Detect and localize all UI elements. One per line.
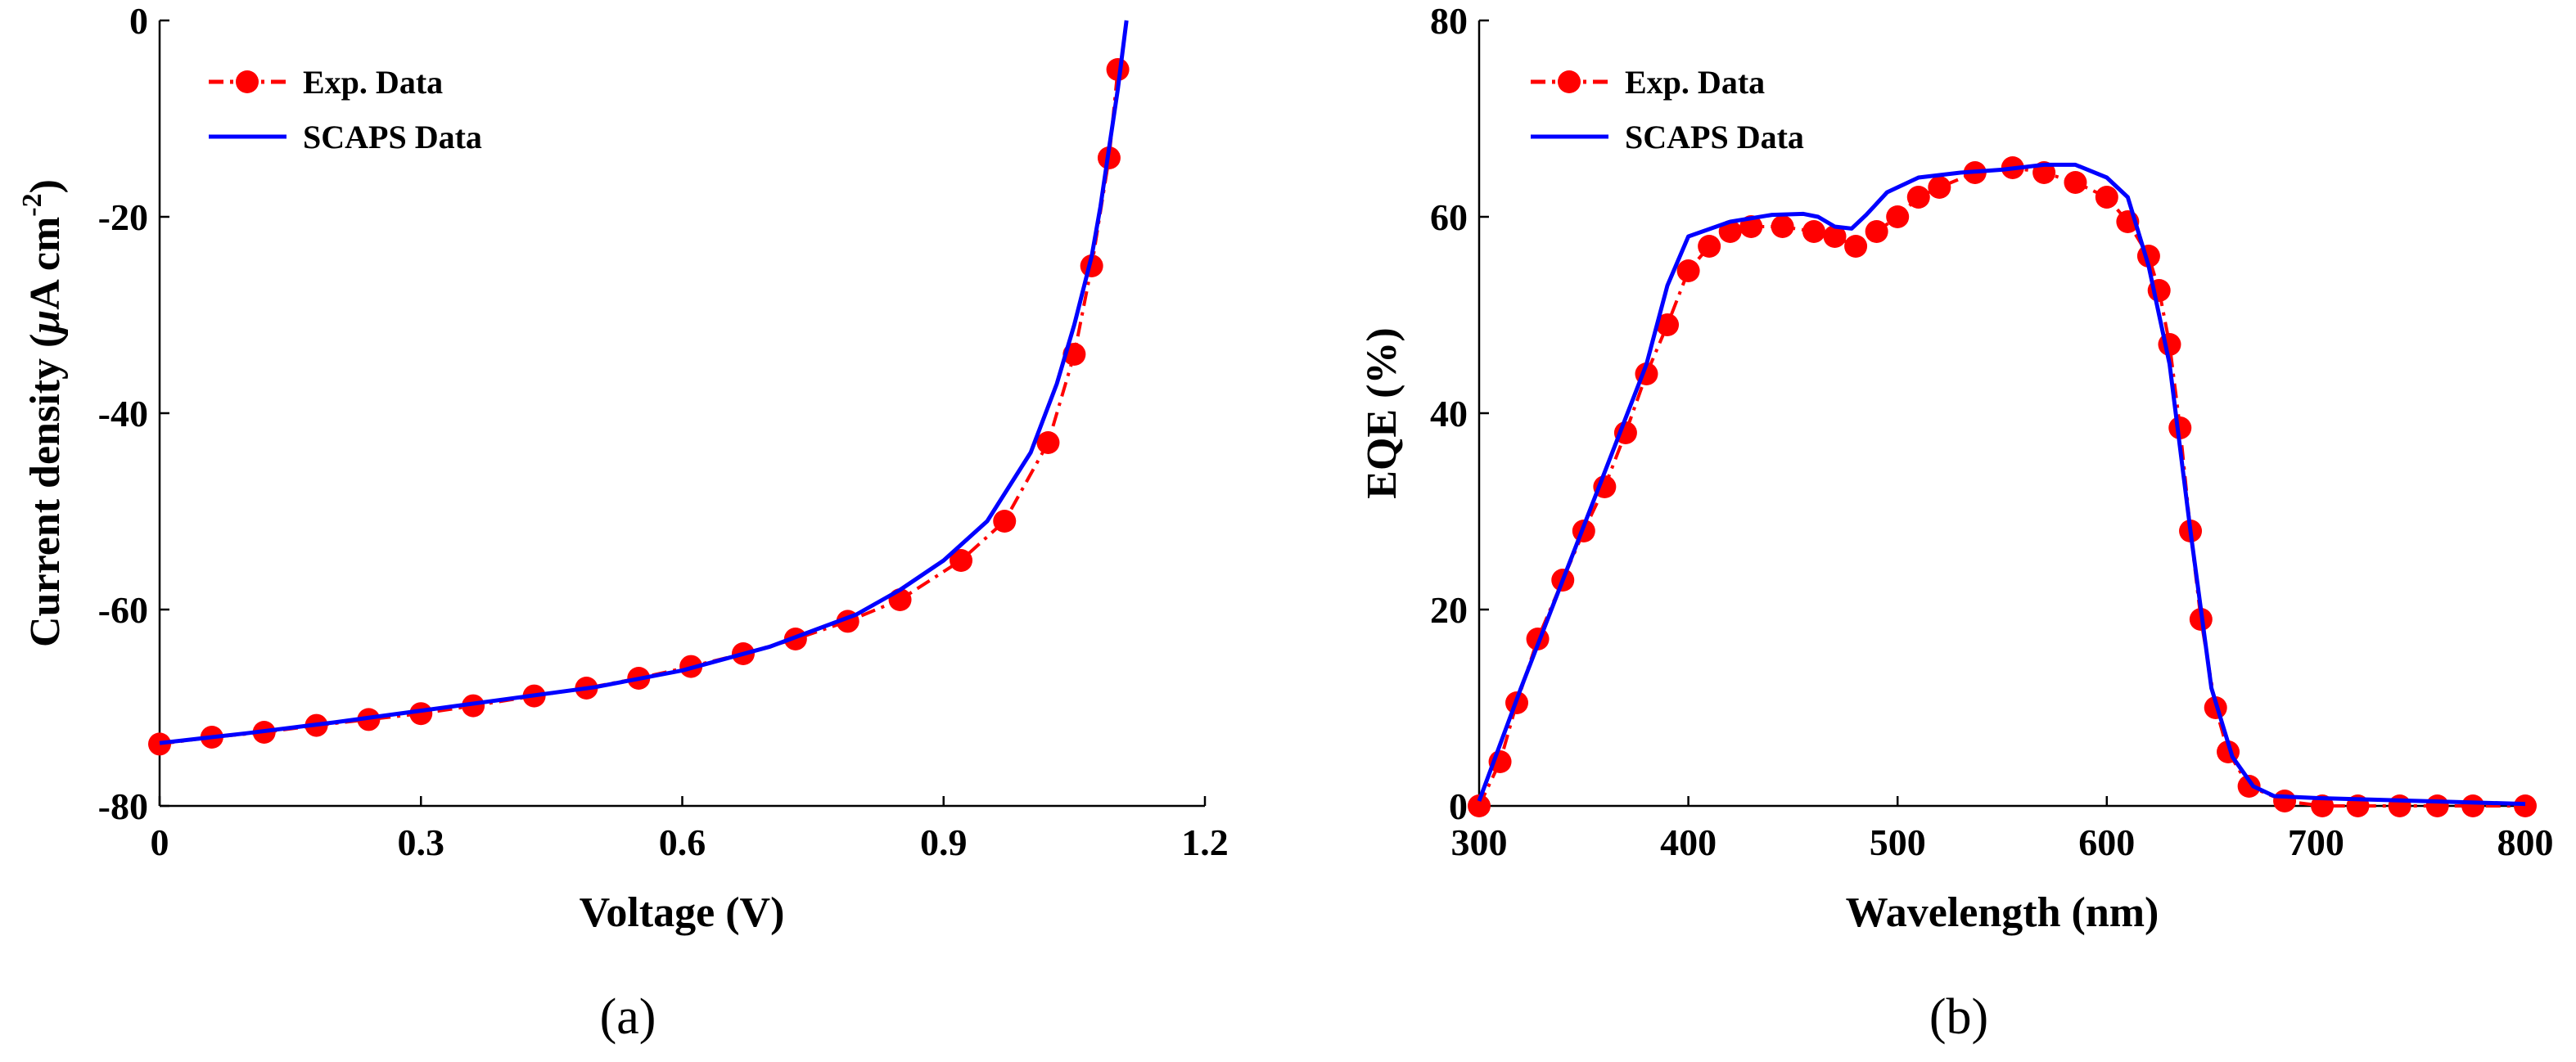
- exp-data-point-b: [1928, 176, 1951, 199]
- series-group-b: [1468, 156, 2537, 817]
- y-tick-label-a: -40: [98, 393, 148, 434]
- x-axis-label-a: Voltage (V): [580, 889, 785, 936]
- exp-data-point-a: [462, 694, 485, 718]
- exp-data-point-b: [2388, 794, 2411, 817]
- x-tick-label-a: 0: [151, 821, 169, 863]
- x-tick-label-a: 0.3: [398, 821, 445, 863]
- exp-data-point-b: [2095, 186, 2118, 209]
- y-tick-label-a: -80: [98, 785, 148, 827]
- x-tick-label-b: 800: [2497, 821, 2554, 863]
- legend-a-exp-label: Exp. Data: [303, 64, 443, 101]
- legend-b-exp-marker: [1558, 70, 1581, 93]
- exp-data-point-b: [1468, 794, 1491, 817]
- y-axis-label-a-unit: A cm: [22, 217, 69, 310]
- exp-data-point-b: [2064, 171, 2087, 194]
- y-tick-label-a: 0: [129, 0, 148, 42]
- exp-data-point-b: [1676, 259, 1700, 282]
- x-tick-label-b: 300: [1451, 821, 1508, 863]
- exp-data-point-b: [2168, 416, 2192, 439]
- exp-data-point-b: [1906, 186, 1930, 209]
- legend-b-exp-label: Exp. Data: [1625, 64, 1765, 101]
- x-axis-label-b: Wavelength (nm): [1846, 889, 2159, 936]
- x-tick-label-a: 0.9: [920, 821, 968, 863]
- exp-data-point-b: [2158, 333, 2181, 356]
- x-tick-label-b: 700: [2288, 821, 2344, 863]
- legend-a-scaps-label: SCAPS Data: [303, 119, 482, 155]
- exp-data-point-b: [1656, 313, 1680, 336]
- exp-data-point-a: [148, 732, 171, 756]
- x-tick-label-b: 400: [1660, 821, 1717, 863]
- y-axis-label-a-mu: μ: [22, 310, 69, 336]
- x-tick-label-b: 500: [1870, 821, 1926, 863]
- exp-data-point-b: [1823, 225, 1847, 248]
- chart-panel-a: 0 0.3 0.6 0.9 1.2 0 -20 -40 -60 -80 Voltage (V) C…: [17, 0, 1229, 1045]
- y-tick-label-b: 40: [1430, 393, 1468, 434]
- exp-data-point-a: [993, 510, 1017, 533]
- scaps-data-line-a: [159, 20, 1129, 745]
- exp-data-point-b: [1698, 235, 1721, 258]
- legend-a-exp-marker: [236, 70, 259, 93]
- exp-data-point-b: [1865, 220, 1888, 243]
- exp-data-line-a: [159, 69, 1120, 746]
- y-tick-label-b: 60: [1430, 196, 1468, 238]
- panel-label-b: (b): [1929, 989, 1988, 1045]
- legend-b: Exp. Data SCAPS Data: [1531, 64, 1804, 155]
- y-tick-label-b: 0: [1449, 785, 1468, 827]
- legend-a: Exp. Data SCAPS Data: [209, 64, 482, 155]
- panel-label-a: (a): [600, 989, 656, 1045]
- exp-data-line-b: [1477, 166, 2525, 808]
- exp-data-point-b: [2425, 794, 2449, 817]
- x-tick-label-b: 600: [2078, 821, 2135, 863]
- exp-data-point-a: [1106, 58, 1130, 81]
- y-tick-label-b: 20: [1430, 589, 1468, 631]
- legend-b-scaps-label: SCAPS Data: [1625, 119, 1804, 155]
- y-axis-label-a: Current density (μA cm-2): [17, 179, 69, 647]
- y-tick-label-a: -20: [98, 196, 148, 238]
- x-tick-label-a: 0.6: [659, 821, 706, 863]
- y-axis-label-b: EQE (%): [1359, 327, 1405, 498]
- exp-data-point-b: [2461, 794, 2485, 817]
- series-group-a: [148, 20, 1130, 756]
- exp-data-point-b: [1771, 215, 1794, 238]
- scaps-data-line-b: [1477, 162, 2526, 807]
- exp-data-point-b: [2237, 775, 2261, 798]
- y-axis-label-a-suffix: ): [22, 179, 69, 193]
- y-tick-label-a: -60: [98, 589, 148, 631]
- chart-panel-b: 300 400 500 600 700 800 0 20 40 60 80 Wavelength (…: [1359, 0, 2554, 1045]
- y-axis-label-a-prefix: Current density (: [22, 334, 69, 647]
- exp-data-point-a: [1036, 431, 1060, 454]
- exp-data-point-b: [2514, 794, 2537, 817]
- exp-data-point-a: [950, 549, 973, 572]
- exp-data-point-b: [1844, 235, 1868, 258]
- exp-data-point-b: [2273, 790, 2297, 812]
- exp-data-point-b: [1886, 205, 1910, 228]
- exp-data-point-b: [1802, 220, 1825, 243]
- tick-group-b: 300 400 500 600 700 800 0 20 40 60 80: [1430, 0, 2554, 863]
- y-axis-label-a-exp: -2: [17, 193, 47, 216]
- y-tick-label-b: 80: [1430, 0, 1468, 42]
- tick-group-a: 0 0.3 0.6 0.9 1.2 0 -20 -40 -60 -80: [98, 0, 1229, 863]
- x-tick-label-a: 1.2: [1181, 821, 1229, 863]
